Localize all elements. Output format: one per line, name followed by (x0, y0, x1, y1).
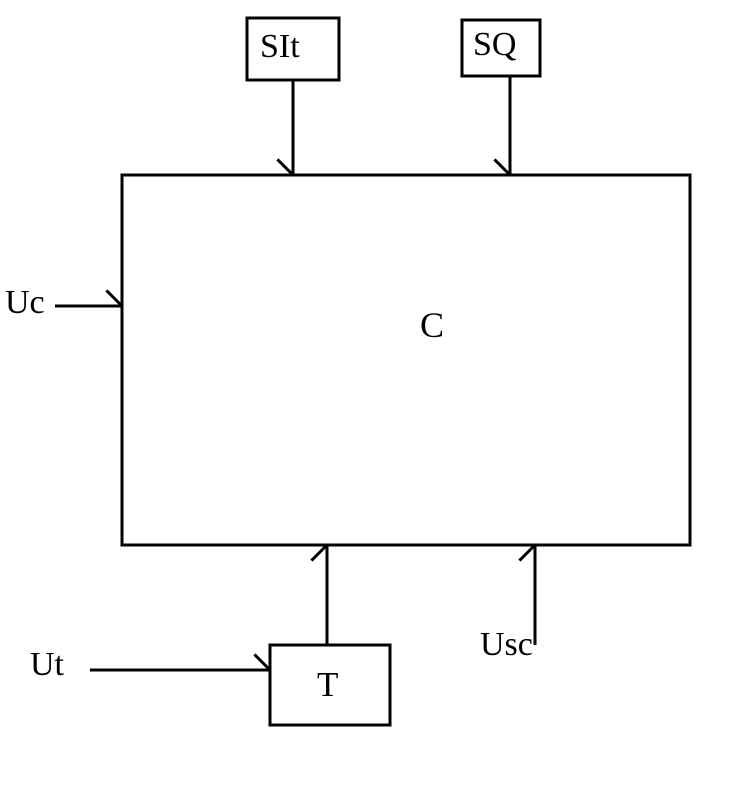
main-box-label: C (420, 304, 444, 346)
uc-input-label: Uc (5, 284, 45, 322)
block-diagram: C SIt SQ T Uc Ut Usc (0, 0, 737, 810)
t-box-label: T (317, 665, 338, 705)
arrows (55, 76, 535, 670)
diagram-svg (0, 0, 737, 810)
usc-input-label: Usc (480, 626, 533, 664)
sit-box-label: SIt (260, 28, 300, 66)
ut-input-label: Ut (30, 646, 64, 684)
sq-box-label: SQ (473, 26, 516, 64)
main-box (122, 175, 690, 545)
